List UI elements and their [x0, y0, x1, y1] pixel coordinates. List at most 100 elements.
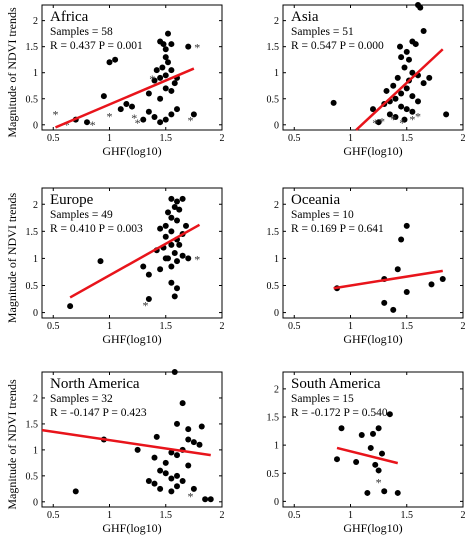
y-tick-label: 1	[274, 68, 279, 79]
data-point	[392, 113, 399, 120]
y-tick-label: 2	[33, 393, 38, 404]
regression-line	[355, 48, 444, 131]
star-point: *	[379, 115, 385, 129]
data-point	[428, 281, 435, 288]
data-point	[129, 103, 135, 110]
data-point	[168, 475, 175, 482]
x-axis-label: GHF(log10)	[343, 521, 402, 535]
data-point	[153, 67, 160, 74]
y-tick-label: 0.5	[267, 469, 280, 480]
x-tick-label: 2	[220, 321, 225, 332]
data-point	[84, 119, 90, 126]
data-point	[168, 279, 175, 286]
data-point	[67, 303, 74, 310]
data-point	[151, 113, 158, 120]
x-tick-label: 0.5	[47, 321, 60, 332]
x-tick-label: 2	[461, 133, 466, 144]
axes-frame	[41, 371, 223, 508]
star-point: *	[135, 116, 141, 130]
data-point	[157, 95, 164, 102]
y-tick-label: 1.5	[267, 42, 280, 53]
data-point	[174, 198, 180, 205]
chart-panel: 0.5 1 1.5 2 0 0.5 1 1.5 2 GHF(log10) South America…	[267, 371, 466, 535]
regression-line	[55, 67, 195, 129]
panel-title: Africa	[50, 9, 89, 25]
data-point	[370, 430, 376, 437]
data-point	[157, 74, 164, 81]
data-point	[145, 296, 152, 303]
x-axis-label: GHF(log10)	[102, 332, 161, 346]
data-point	[145, 478, 152, 485]
y-tick-label: 1.5	[267, 413, 280, 424]
y-axis-label: Magnitude of NDVI trends	[5, 7, 19, 138]
samples-label: Samples = 10	[291, 209, 354, 221]
y-tick-label: 0.5	[26, 281, 39, 292]
y-tick-label: 0	[274, 497, 279, 508]
data-point	[162, 233, 169, 240]
data-point	[159, 64, 166, 71]
y-tick-label: 2	[33, 16, 38, 27]
data-point	[165, 209, 171, 216]
y-tick-label: 0.5	[267, 281, 280, 292]
data-point	[375, 425, 382, 432]
data-point	[157, 119, 164, 126]
star-point: *	[53, 107, 59, 121]
data-point	[207, 496, 214, 503]
star-point: *	[107, 109, 113, 123]
y-tick-label: 0.5	[26, 94, 39, 105]
data-point	[134, 446, 141, 453]
data-point	[185, 255, 192, 262]
y-tick-label: 1.5	[26, 419, 39, 430]
data-point	[145, 271, 152, 278]
star-point: *	[390, 113, 396, 127]
data-point	[179, 195, 186, 202]
x-tick-label: 1.5	[401, 133, 414, 144]
data-point	[140, 116, 147, 123]
star-point: *	[194, 252, 200, 266]
data-point	[171, 369, 178, 375]
samples-label: Samples = 32	[50, 393, 113, 405]
data-point	[381, 488, 388, 495]
data-point	[370, 106, 376, 113]
data-point	[174, 106, 180, 113]
data-point	[174, 420, 180, 427]
star-point: *	[90, 118, 96, 132]
chart-panel: 0.5 1 1.5 2 0 0.5 1 1.5 2 GHF(log10) Magnitude of …	[5, 4, 225, 158]
data-point	[145, 108, 152, 115]
data-point	[151, 480, 158, 487]
data-point	[409, 69, 416, 76]
x-tick-label: 0.5	[47, 133, 60, 144]
data-point	[97, 258, 104, 265]
data-point	[420, 28, 427, 35]
data-point	[398, 54, 405, 61]
data-point	[403, 85, 410, 92]
data-point	[383, 87, 390, 94]
data-point	[183, 222, 189, 229]
data-point	[443, 111, 450, 118]
data-point	[168, 228, 175, 235]
data-point	[392, 95, 399, 102]
data-point	[412, 41, 419, 48]
data-point	[179, 400, 186, 407]
data-point	[157, 225, 164, 232]
star-point: *	[143, 298, 149, 312]
data-point	[398, 90, 405, 97]
x-tick-label: 2	[220, 510, 225, 521]
data-point	[417, 4, 424, 11]
chart-panel: 0.5 1 1.5 2 0 0.5 1 1.5 2 GHF(log10) OceaniaSample…	[267, 187, 466, 346]
y-tick-label: 2	[274, 16, 279, 27]
x-tick-label: 1	[348, 133, 353, 144]
data-point	[375, 119, 382, 126]
data-point	[174, 285, 180, 292]
y-tick-label: 1.5	[26, 227, 39, 238]
data-point	[162, 54, 169, 61]
x-tick-label: 1.5	[160, 321, 173, 332]
samples-label: Samples = 15	[291, 393, 354, 405]
data-point	[401, 116, 408, 123]
star-point: *	[194, 41, 200, 55]
data-point	[190, 485, 197, 492]
data-point	[415, 98, 421, 105]
data-point	[372, 461, 379, 468]
